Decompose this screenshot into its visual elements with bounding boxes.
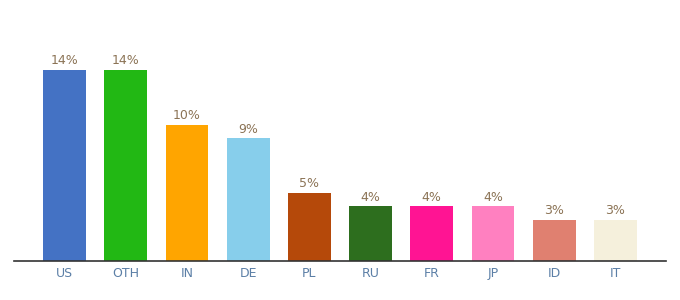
Bar <box>349 206 392 261</box>
Text: 4%: 4% <box>483 191 503 204</box>
Bar <box>471 206 514 261</box>
Text: 5%: 5% <box>299 177 320 190</box>
Text: 4%: 4% <box>360 191 381 204</box>
Bar <box>288 193 331 261</box>
Text: 3%: 3% <box>544 204 564 218</box>
Bar <box>532 220 575 261</box>
Bar <box>227 138 270 261</box>
Bar <box>166 124 209 261</box>
Bar <box>594 220 636 261</box>
Text: 9%: 9% <box>238 122 258 136</box>
Bar <box>410 206 453 261</box>
Text: 4%: 4% <box>422 191 442 204</box>
Bar <box>105 70 148 261</box>
Text: 10%: 10% <box>173 109 201 122</box>
Text: 14%: 14% <box>112 54 140 68</box>
Text: 14%: 14% <box>51 54 79 68</box>
Bar <box>44 70 86 261</box>
Text: 3%: 3% <box>605 204 625 218</box>
